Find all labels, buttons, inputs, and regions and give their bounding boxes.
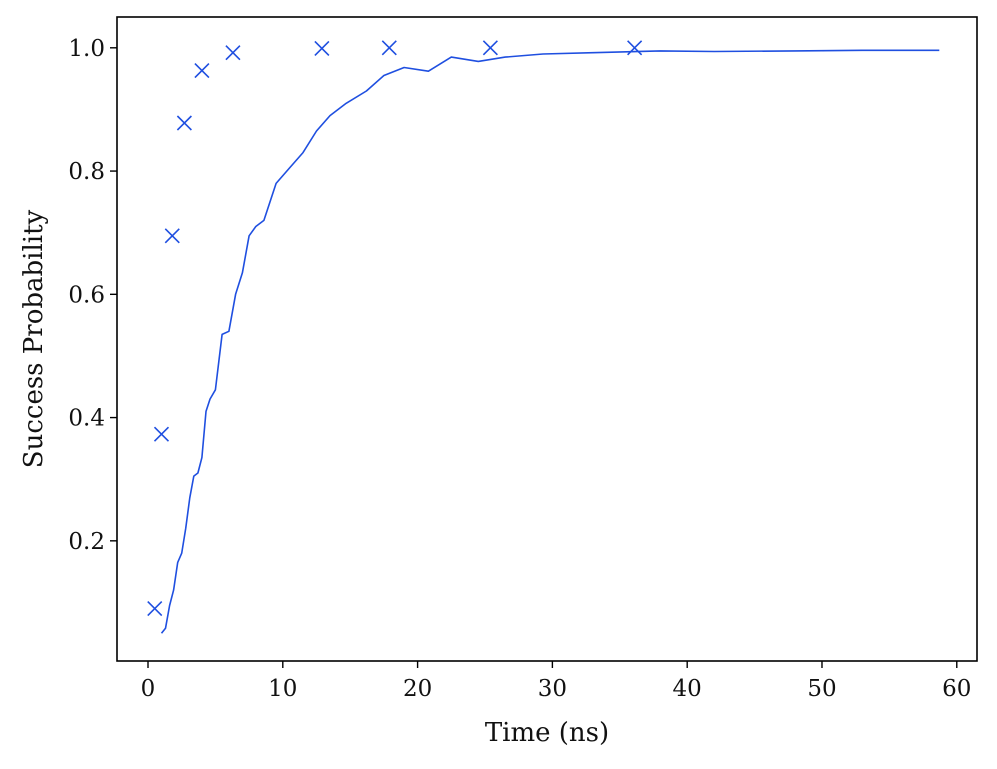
x-tick-label: 60 bbox=[942, 676, 971, 702]
data-point-marker bbox=[627, 40, 643, 56]
y-tick-label: 0.6 bbox=[68, 282, 105, 308]
x-tick-label: 10 bbox=[268, 676, 297, 702]
x-axis-title: Time (ns) bbox=[485, 718, 609, 748]
axis-ticks: 0 10 20 30 40 50 60 0.2 0.4 0.6 0.8 1.0 bbox=[68, 36, 971, 702]
data-point-marker bbox=[314, 40, 330, 56]
x-tick-label: 30 bbox=[538, 676, 567, 702]
x-tick-label: 0 bbox=[141, 676, 156, 702]
y-tick-label: 0.4 bbox=[68, 406, 105, 432]
data-point-marker bbox=[194, 63, 210, 79]
x-tick-label: 40 bbox=[673, 676, 702, 702]
data-point-marker bbox=[153, 426, 170, 442]
data-point-marker bbox=[225, 45, 241, 61]
data-point-marker bbox=[381, 40, 397, 56]
data-point-marker bbox=[164, 228, 180, 244]
data-point-marker bbox=[147, 601, 163, 617]
y-tick-label: 0.2 bbox=[68, 529, 105, 555]
y-tick-label: 0.8 bbox=[68, 159, 105, 185]
y-tick-label: 1.0 bbox=[68, 36, 105, 62]
data-point-marker bbox=[176, 115, 192, 131]
y-axis-title: Success Probability bbox=[19, 209, 49, 468]
x-tick-label: 50 bbox=[807, 676, 836, 702]
plot-marks bbox=[147, 40, 940, 634]
data-point-marker bbox=[482, 40, 498, 56]
x-tick-label: 20 bbox=[403, 676, 432, 702]
success-probability-line bbox=[160, 49, 940, 634]
plot-frame bbox=[116, 16, 978, 662]
